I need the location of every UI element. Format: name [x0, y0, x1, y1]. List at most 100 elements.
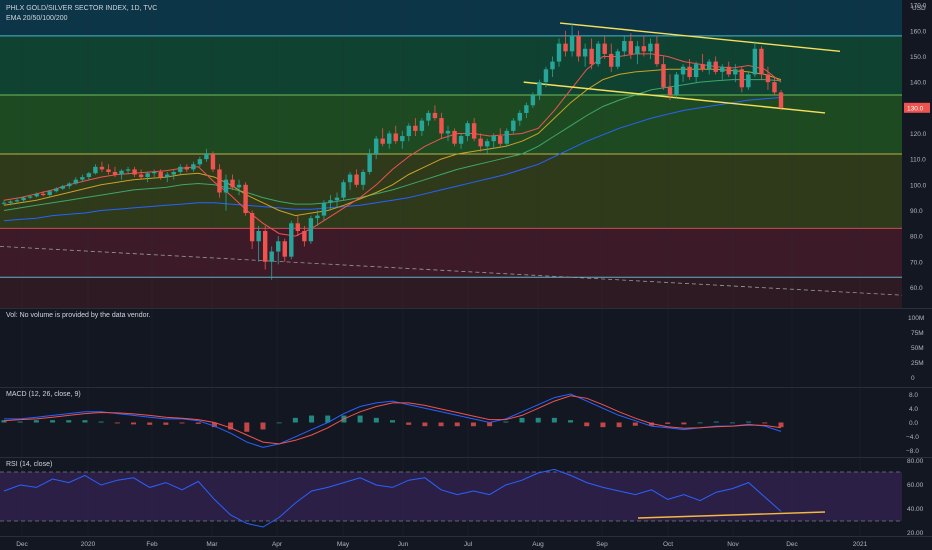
price-zone [0, 154, 902, 229]
candle-body [622, 41, 627, 52]
candle-body [223, 179, 229, 193]
candle-body [60, 186, 65, 189]
macd-histogram-bar [66, 420, 72, 423]
time-axis-label: Apr [272, 541, 283, 548]
macd-histogram-bar [179, 422, 185, 424]
candle-body [700, 64, 705, 70]
last-price-label: 130.0 [907, 105, 924, 112]
candle-body [504, 130, 509, 144]
candle-body [628, 41, 634, 54]
candle-body [465, 123, 470, 137]
macd-pane[interactable]: MACD (12, 26, close, 9) 8.0 4.0 0.0 −4.0… [1, 388, 920, 457]
candle-body [517, 112, 523, 121]
candle-body [759, 48, 764, 75]
candle-body [419, 120, 425, 131]
macd-histogram-bar [551, 417, 557, 423]
time-axis[interactable]: Dec 2020 Feb Mar Apr May Jun Jul Aug Sep Oct Nov Dec… [16, 541, 867, 548]
volume-tick: 25M [911, 360, 924, 367]
macd-histogram-bar [600, 422, 606, 428]
candle-body [746, 74, 751, 88]
candle-body [145, 173, 150, 178]
macd-histogram-bar [50, 420, 56, 423]
candle-body [178, 166, 183, 172]
macd-histogram-bar [163, 422, 169, 425]
candle-body [595, 43, 601, 65]
candle-body [582, 48, 588, 57]
volume-label: Vol: No volume is provided by the data v… [6, 312, 150, 319]
macd-tick: −4.0 [906, 434, 919, 441]
candle-body [119, 170, 124, 175]
price-tick-label: 170.0 [910, 3, 927, 10]
volume-tick: 75M [911, 330, 924, 337]
macd-histogram-bar [713, 421, 719, 423]
trend-lines [0, 22, 903, 296]
candle-body [276, 241, 281, 252]
time-axis-label: Jul [464, 541, 473, 548]
candle-body [641, 46, 647, 52]
macd-histogram-bar [681, 422, 687, 425]
candle-body [413, 125, 418, 131]
macd-histogram-bar [228, 422, 234, 430]
macd-histogram-bar [535, 417, 541, 423]
macd-histogram-bar [568, 420, 574, 423]
time-axis-label: Nov [727, 541, 739, 548]
candle-body [1, 202, 7, 204]
price-tick-label: 100.0 [910, 182, 927, 189]
macd-histogram-bar [1, 420, 7, 423]
candle-body [93, 166, 98, 174]
macd-tick: −8.0 [906, 448, 919, 455]
rsi-tick: 80.00 [907, 458, 924, 465]
macd-histogram-bar [697, 422, 703, 424]
candle-body [217, 169, 222, 193]
price-zone [0, 35, 902, 95]
candle-body [132, 169, 137, 175]
macd-histogram-bar [422, 422, 428, 427]
candle-body [674, 74, 679, 95]
candle-body [713, 61, 718, 72]
macd-histogram-bar [276, 422, 282, 424]
volume-pane[interactable]: Vol: No volume is provided by the data v… [6, 309, 924, 387]
candle-body [602, 43, 607, 54]
candle-body [334, 197, 340, 201]
candle-body [125, 169, 131, 171]
candle-body [772, 82, 777, 93]
rsi-pane[interactable]: RSI (14, close) 80.00 60.00 40.00 20.00 [0, 458, 924, 537]
candle-body [14, 200, 20, 202]
candle-body [54, 188, 59, 192]
candle-body [230, 179, 235, 188]
candle-body [680, 66, 686, 75]
price-tick-label: 70.0 [910, 259, 923, 266]
price-pane[interactable] [0, 0, 903, 308]
candle-body [367, 154, 372, 172]
candle-body [328, 200, 333, 203]
dashed-trendline [0, 246, 903, 296]
macd-histogram-bar [244, 422, 250, 432]
candle-body [426, 112, 431, 121]
candle-body [262, 231, 268, 262]
macd-histogram-bar [131, 422, 136, 425]
time-axis-label: Feb [146, 541, 158, 548]
price-axis[interactable]: USD 170.0 160.0 150.0 140.0 130.0 120.0 110.0 1… [902, 0, 932, 308]
channel-trendline [559, 22, 841, 53]
macd-histogram-bar [778, 422, 784, 428]
signal-line [3, 395, 782, 445]
candle-body [589, 48, 594, 65]
candle-body [191, 164, 196, 170]
price-tick-label: 80.0 [910, 234, 923, 241]
candle-body [138, 174, 144, 178]
candle-body [86, 173, 92, 178]
price-zone [0, 277, 902, 308]
macd-histogram-bar [503, 421, 509, 423]
ema100-line [3, 79, 782, 211]
candle-body [484, 141, 490, 147]
candle-body [693, 64, 699, 77]
candle-body [27, 196, 33, 198]
candle-body [609, 53, 614, 67]
candle-body [563, 43, 568, 52]
macd-histogram-bar [98, 421, 104, 423]
macd-histogram-bar [649, 422, 654, 426]
rsi-grid [21, 458, 861, 536]
candle-body [236, 184, 242, 188]
candle-body [34, 193, 39, 197]
time-axis-label: 2020 [81, 541, 96, 548]
